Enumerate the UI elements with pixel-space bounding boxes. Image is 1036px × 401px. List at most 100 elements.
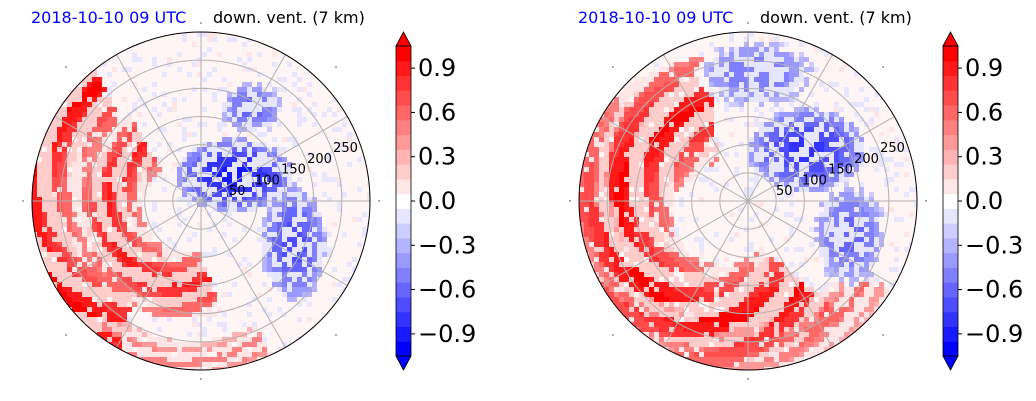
heatmap-cell bbox=[764, 77, 769, 82]
heatmap-cell bbox=[182, 362, 187, 367]
azimuth-spoke bbox=[54, 200, 202, 286]
heatmap-cell bbox=[784, 192, 789, 197]
heatmap-cell bbox=[187, 187, 192, 192]
heatmap-cell bbox=[834, 322, 839, 327]
heatmap-cell bbox=[669, 262, 674, 267]
heatmap-cell bbox=[834, 297, 839, 302]
heatmap-cell bbox=[47, 257, 52, 262]
heatmap-cell bbox=[252, 337, 257, 342]
heatmap-cell bbox=[854, 162, 859, 167]
heatmap-cell bbox=[107, 117, 112, 122]
heatmap-cell bbox=[859, 267, 864, 272]
heatmap-cell bbox=[227, 162, 232, 167]
heatmap-cell bbox=[819, 112, 824, 117]
heatmap-cell bbox=[804, 257, 809, 262]
heatmap-cell bbox=[629, 252, 634, 257]
heatmap-cell bbox=[674, 232, 679, 237]
heatmap-cell bbox=[182, 307, 187, 312]
heatmap-cell bbox=[894, 247, 899, 252]
heatmap-cell bbox=[789, 192, 794, 197]
heatmap-cell bbox=[624, 222, 629, 227]
heatmap-cell bbox=[217, 142, 222, 147]
heatmap-cell bbox=[754, 252, 759, 257]
heatmap-cell bbox=[92, 97, 97, 102]
heatmap-cell bbox=[82, 127, 87, 132]
heatmap-cell bbox=[122, 232, 127, 237]
heatmap-cell bbox=[844, 157, 849, 162]
heatmap-cell bbox=[654, 247, 659, 252]
heatmap-cell bbox=[604, 127, 609, 132]
heatmap-cell bbox=[654, 252, 659, 257]
heatmap-cell bbox=[799, 352, 804, 357]
heatmap-cell bbox=[112, 117, 117, 122]
heatmap-cell bbox=[157, 302, 162, 307]
heatmap-cell bbox=[122, 152, 127, 157]
heatmap-cell bbox=[874, 252, 879, 257]
heatmap-cell bbox=[689, 347, 694, 352]
heatmap-cell bbox=[639, 157, 644, 162]
heatmap-cell bbox=[709, 127, 714, 132]
heatmap-cell bbox=[137, 302, 142, 307]
heatmap-cell bbox=[839, 202, 844, 207]
heatmap-cell bbox=[829, 122, 834, 127]
heatmap-cell bbox=[644, 197, 649, 202]
heatmap-cell bbox=[122, 177, 127, 182]
colorbar: 0.90.60.30.0−0.3−0.6−0.9 bbox=[395, 31, 476, 371]
heatmap-cell bbox=[764, 332, 769, 337]
heatmap-cell bbox=[172, 252, 177, 257]
heatmap-cell bbox=[614, 187, 619, 192]
heatmap-cell bbox=[704, 332, 709, 337]
heatmap-cell bbox=[97, 162, 102, 167]
heatmap-cell bbox=[37, 192, 42, 197]
heatmap-cell bbox=[197, 172, 202, 177]
heatmap-cell bbox=[112, 217, 117, 222]
heatmap-cell bbox=[789, 92, 794, 97]
heatmap-cell bbox=[789, 142, 794, 147]
heatmap-cell bbox=[664, 127, 669, 132]
heatmap-cell bbox=[247, 162, 252, 167]
heatmap-cell bbox=[684, 102, 689, 107]
heatmap-cell bbox=[72, 192, 77, 197]
heatmap-cell bbox=[659, 262, 664, 267]
heatmap-cell bbox=[649, 237, 654, 242]
heatmap-cell bbox=[794, 272, 799, 277]
heatmap-cell bbox=[132, 327, 137, 332]
heatmap-cell bbox=[207, 192, 212, 197]
heatmap-cell bbox=[849, 297, 854, 302]
heatmap-cell bbox=[62, 202, 67, 207]
heatmap-cell bbox=[824, 282, 829, 287]
heatmap-cell bbox=[97, 242, 102, 247]
heatmap-cell bbox=[804, 122, 809, 127]
heatmap-cell bbox=[749, 32, 754, 37]
heatmap-cell bbox=[619, 207, 624, 212]
heatmap-cell bbox=[719, 72, 724, 77]
heatmap-cell bbox=[277, 102, 282, 107]
heatmap-cell bbox=[227, 107, 232, 112]
heatmap-cell bbox=[317, 252, 322, 257]
heatmap-cell bbox=[759, 112, 764, 117]
heatmap-cell bbox=[734, 272, 739, 277]
heatmap-cell bbox=[714, 322, 719, 327]
heatmap-cell bbox=[287, 192, 292, 197]
heatmap-cell bbox=[659, 187, 664, 192]
heatmap-cell bbox=[699, 157, 704, 162]
heatmap-cell bbox=[629, 237, 634, 242]
heatmap-cell bbox=[774, 302, 779, 307]
heatmap-cell bbox=[47, 147, 52, 152]
heatmap-cell bbox=[287, 262, 292, 267]
heatmap-cell bbox=[107, 287, 112, 292]
heatmap-cell bbox=[729, 72, 734, 77]
heatmap-cell bbox=[649, 87, 654, 92]
heatmap-cell bbox=[92, 222, 97, 227]
heatmap-cell bbox=[317, 212, 322, 217]
heatmap-cell bbox=[107, 252, 112, 257]
heatmap-cell bbox=[167, 287, 172, 292]
heatmap-cell bbox=[609, 117, 614, 122]
heatmap-cell bbox=[282, 157, 287, 162]
heatmap-cell bbox=[297, 197, 302, 202]
heatmap-cell bbox=[879, 282, 884, 287]
heatmap-cell bbox=[167, 337, 172, 342]
heatmap-cell bbox=[609, 177, 614, 182]
heatmap-cell bbox=[809, 242, 814, 247]
heatmap-cell bbox=[759, 362, 764, 367]
